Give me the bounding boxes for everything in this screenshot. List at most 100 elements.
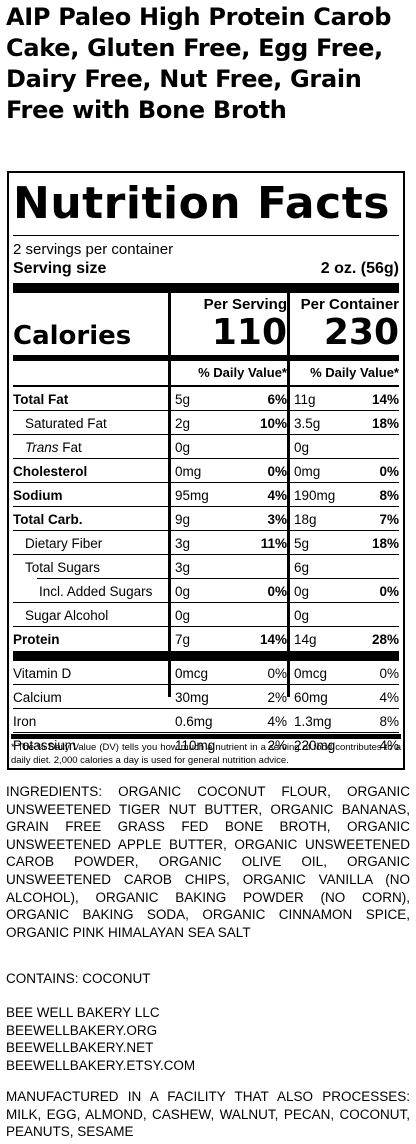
divider [13, 385, 399, 387]
row-divider [13, 482, 399, 483]
amount-per-serving: 9g [175, 512, 191, 527]
nutrient-row-sugar-alcohol: Sugar Alcohol 0g 0g [9, 603, 403, 627]
dv-per-container: 18% [371, 536, 399, 551]
vitamin-name: Vitamin D [13, 666, 72, 681]
amount-per-serving: 95mg [175, 488, 209, 503]
amount-per-container: 1.3mg [294, 714, 332, 729]
medium-divider [13, 355, 399, 361]
amount-per-container: 3.5g [294, 416, 321, 431]
nutrient-name: Cholesterol [13, 464, 88, 479]
amount-per-serving: 5g [175, 392, 191, 407]
row-divider [13, 626, 399, 627]
row-divider [13, 684, 399, 685]
amount-per-serving: 0mcg [175, 666, 209, 681]
amount-per-container: 5g [294, 536, 310, 551]
dv-per-container: 14% [371, 392, 399, 407]
daily-value-heading: % Daily Value* [310, 365, 399, 380]
amount-per-container: 0g [294, 584, 310, 599]
nutrient-row-added-sugars: Incl. Added Sugars 0g 0% 0g 0% [9, 579, 403, 603]
serving-size-label: Serving size [13, 260, 107, 277]
company-website-alt: BEEWELLBAKERY.NET [6, 1040, 154, 1056]
dv-per-serving: 4% [267, 714, 287, 729]
dv-per-container: 0% [379, 584, 399, 599]
dv-per-serving: 14% [259, 632, 287, 647]
per-container-heading: Per Container [300, 296, 399, 313]
label-footnote-area [7, 171, 405, 770]
amount-per-container: 0mg [294, 464, 321, 479]
footnote-paragraph: * The % Daily Value (DV) tells you how m… [11, 742, 401, 766]
dv-per-container: 4% [379, 690, 399, 705]
amount-per-serving: 0.6mg [175, 714, 213, 729]
nutrient-row-total-sugars: Total Sugars 3g 6g [9, 555, 403, 579]
row-divider [13, 458, 399, 459]
amount-per-serving: 7g [175, 632, 191, 647]
dv-per-serving: 3% [267, 512, 287, 527]
amount-per-container: 190mg [294, 488, 336, 503]
nutrient-name: Saturated Fat [25, 416, 107, 431]
vitamin-name: Calcium [13, 690, 62, 705]
nutrient-row-protein: Protein 7g 14% 14g 28% [9, 627, 403, 651]
row-divider [13, 554, 399, 555]
dv-per-container: 8% [379, 714, 399, 729]
amount-per-container: 0g [294, 608, 310, 623]
amount-per-container: 6g [294, 560, 310, 575]
calories-per-container: 230 [323, 312, 399, 353]
allergen-contains: CONTAINS: COCONUT [6, 971, 151, 986]
nutrition-facts-label: Nutrition Facts 2 servings per container… [7, 171, 405, 770]
column-divider [168, 293, 171, 697]
nutrient-name-italic: Trans [25, 440, 59, 455]
amount-per-container: 0mcg [294, 666, 328, 681]
amount-per-serving: 30mg [175, 690, 209, 705]
dv-per-serving: 4% [267, 488, 287, 503]
column-divider [287, 293, 290, 697]
nutrient-name: Total Fat [13, 392, 69, 407]
nutrient-row-cholesterol: Cholesterol 0mg 0% 0mg 0% [9, 459, 403, 483]
amount-per-serving: 110mg [175, 738, 216, 753]
facility-statement: MANUFACTURED IN A FACILITY THAT ALSO PRO… [6, 1089, 410, 1140]
nutrient-name: Total Sugars [25, 560, 101, 575]
nutrient-name: Protein [13, 632, 60, 647]
nutrient-name: Sugar Alcohol [25, 608, 109, 623]
row-divider [13, 732, 399, 733]
row-divider [13, 530, 399, 531]
amount-per-serving: 0mg [175, 464, 202, 479]
footnote-render [11, 734, 401, 739]
dv-per-serving: 0% [267, 464, 287, 479]
dv-per-serving: 2% [267, 738, 287, 753]
dv-per-serving: 2% [267, 690, 287, 705]
row-divider [13, 602, 399, 603]
dv-per-container: 8% [379, 488, 399, 503]
amount-per-serving: 0g [175, 584, 191, 599]
nutrition-facts-heading: Nutrition Facts [13, 178, 390, 229]
amount-per-container: 220mg [294, 738, 336, 753]
calories-per-serving: 110 [211, 312, 287, 353]
dv-per-container: 18% [371, 416, 399, 431]
dv-per-container: 0% [379, 666, 399, 681]
nutrient-row-trans-fat: Trans Fat 0g 0g [9, 435, 403, 459]
company-shop: BEEWELLBAKERY.ETSY.COM [6, 1057, 196, 1073]
nutrient-name: Dietary Fiber [25, 536, 103, 551]
dv-per-serving: 11% [260, 536, 287, 551]
amount-per-serving: 3g [175, 560, 191, 575]
vitamin-row-vitamin-d: Vitamin D 0mcg 0% 0mcg 0% [9, 661, 403, 685]
nutrient-name: Trans Fat [25, 439, 82, 456]
amount-per-container: 14g [294, 632, 317, 647]
amount-per-serving: 2g [175, 416, 191, 431]
nutrient-name: Incl. Added Sugars [39, 584, 153, 599]
nutrient-row-sodium: Sodium 95mg 4% 190mg 8% [9, 483, 403, 507]
vitamin-row-iron: Iron 0.6mg 4% 1.3mg 8% [9, 709, 403, 733]
nutrient-row-saturated-fat: Saturated Fat 2g 10% 3.5g 18% [9, 411, 403, 435]
nutrient-name: Total Carb. [13, 512, 83, 527]
vitamin-row-calcium: Calcium 30mg 2% 60mg 4% [9, 685, 403, 709]
nutrient-row-total-carb: Total Carb. 9g 3% 18g 7% [9, 507, 403, 531]
dv-per-serving: 0% [267, 666, 287, 681]
ingredients-text: INGREDIENTS: ORGANIC COCONUT FLOUR, ORGA… [6, 784, 410, 940]
daily-value-heading: % Daily Value* [198, 365, 287, 380]
vitamin-name: Iron [13, 714, 37, 729]
product-title: AIP Paleo High Protein Carob Cake, Glute… [6, 3, 392, 124]
nutrient-row-total-fat: Total Fat 5g 6% 11g 14% [9, 387, 403, 411]
dv-per-serving: 10% [259, 416, 287, 431]
amount-per-container: 60mg [294, 690, 328, 705]
vitamin-row-potassium: Potassium 110mg 2% 220mg 4% [9, 733, 403, 757]
amount-per-container: 11g [294, 392, 316, 407]
